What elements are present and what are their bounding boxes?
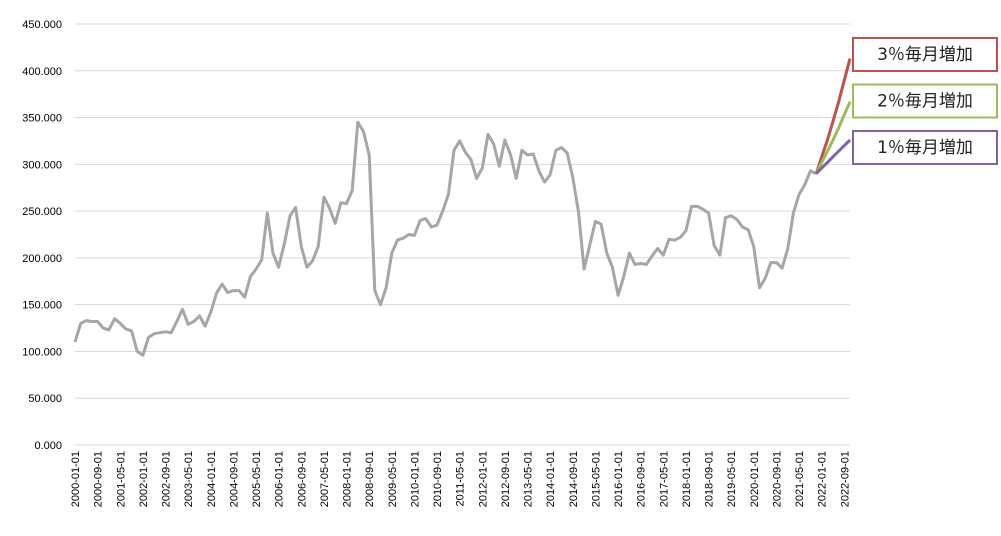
x-tick-label: 2006-09-01 [296, 451, 308, 507]
x-tick-label: 2004-09-01 [228, 451, 240, 507]
x-tick-label: 2010-01-01 [409, 451, 421, 507]
x-tick-label: 2008-09-01 [364, 451, 376, 507]
x-tick-label: 2003-05-01 [183, 451, 195, 507]
series-line [73, 120, 817, 357]
x-tick-label: 2018-09-01 [704, 451, 716, 507]
x-tick-label: 2021-05-01 [794, 451, 806, 507]
x-tick-label: 2015-05-01 [590, 451, 602, 507]
x-tick-label: 2016-01-01 [613, 451, 625, 507]
y-tick-label: 250.000 [22, 206, 62, 218]
x-tick-label: 2012-01-01 [477, 451, 489, 507]
x-tick-label: 2009-05-01 [387, 451, 399, 507]
x-tick-label: 2019-05-01 [726, 451, 738, 507]
series-line [815, 138, 852, 175]
x-tick-label: 2000-01-01 [70, 451, 82, 507]
x-tick-label: 2008-01-01 [342, 451, 354, 507]
y-tick-label: 300.000 [22, 159, 62, 171]
x-tick-label: 2020-09-01 [771, 451, 783, 507]
y-tick-label: 50.000 [28, 393, 62, 405]
x-tick-label: 2002-01-01 [138, 451, 150, 507]
y-tick-label: 150.000 [22, 300, 62, 312]
x-tick-label: 2005-05-01 [251, 451, 263, 507]
x-tick-label: 2007-05-01 [319, 451, 331, 507]
y-tick-label: 0.000 [34, 440, 62, 452]
x-tick-label: 2006-01-01 [274, 451, 286, 507]
x-tick-label: 2018-01-01 [681, 451, 693, 507]
y-tick-label: 100.000 [22, 346, 62, 358]
x-tick-label: 2020-01-01 [749, 451, 761, 507]
y-tick-label: 350.000 [22, 113, 62, 125]
x-tick-label: 2022-01-01 [817, 451, 829, 507]
y-tick-label: 400.000 [22, 66, 62, 78]
x-tick-label: 2000-09-01 [93, 451, 105, 507]
x-tick-label: 2016-09-01 [636, 451, 648, 507]
y-tick-label: 200.000 [22, 253, 62, 265]
y-tick-label: 450.000 [22, 19, 62, 31]
x-tick-label: 2004-01-01 [206, 451, 218, 507]
legend-box [852, 130, 998, 165]
x-tick-label: 2012-09-01 [500, 451, 512, 507]
x-tick-label: 2002-09-01 [161, 451, 173, 507]
x-tick-label: 2014-01-01 [545, 451, 557, 507]
x-tick-label: 2022-09-01 [839, 451, 851, 507]
x-tick-label: 2014-09-01 [568, 451, 580, 507]
series-line [814, 101, 852, 175]
legend-label: 2％毎月増加 [877, 92, 973, 112]
legend-label: 3％毎月増加 [877, 45, 973, 65]
x-tick-label: 2001-05-01 [115, 451, 127, 507]
x-tick-label: 2010-09-01 [432, 451, 444, 507]
x-tick-label: 2011-05-01 [455, 451, 467, 506]
x-tick-label: 2013-05-01 [523, 451, 535, 507]
legend-box [852, 37, 998, 72]
legend-box [852, 83, 998, 119]
series-line [814, 58, 852, 175]
x-tick-label: 2017-05-01 [658, 451, 670, 507]
legend-label: 1％毎月増加 [877, 138, 973, 158]
